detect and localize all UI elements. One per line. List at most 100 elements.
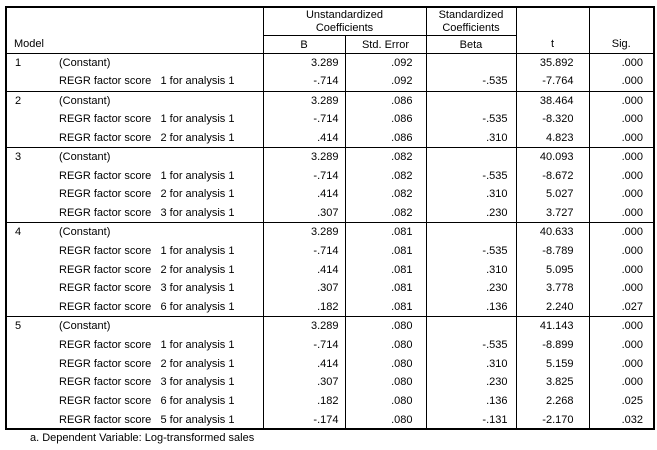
b-value-cell: -.714 [262,166,345,186]
model-group-5: 5 (Constant) 3.289.080 41.143.000 REGR facto… [6,316,654,430]
sig-value-cell: .000 [588,109,654,129]
model-number-cell: 3 [6,146,56,167]
sig-value-cell: .025 [588,391,654,411]
t-value-cell: -8.899 [515,335,589,355]
table-row: 5 (Constant) 3.289.080 41.143.000 [6,316,654,336]
sig-value-cell: .000 [588,128,654,148]
model-group-1: 1 (Constant) 3.289.092 35.892.000 REGR facto… [6,53,654,92]
std-error-value-cell: .086 [344,90,426,110]
t-value-cell: 3.778 [515,279,589,298]
model-number-cell: 2 [6,90,56,110]
std-error-value-cell: .080 [344,354,426,374]
predictor-label-cell: (Constant) [56,146,263,167]
table-row: REGR factor score 6 for analysis 1 .182 .0… [6,391,654,411]
sig-value-cell: .000 [588,316,654,336]
table-row: REGR factor score 6 for analysis 1.182.0… [6,297,654,317]
model-number-cell [6,204,56,223]
sig-value-cell: .000 [588,166,654,186]
b-value-cell: -.174 [262,410,345,430]
model-number-cell [6,185,56,204]
predictor-label-cell: REGR factor score 2 for analysis 1 [59,188,235,201]
b-value-cell: 3.289 [262,146,345,167]
beta-value-cell: .310 [425,260,516,280]
t-value-cell: 3.727 [515,203,589,223]
sig-value-cell: .000 [588,185,654,204]
table-row: 3 (Constant) 3.289.082 40.093.000 [6,146,654,167]
standardized-coefficients-label: Standardized Coefficients [438,8,504,34]
model-number-cell: 5 [6,316,56,336]
t-value-cell: 5.027 [515,185,589,204]
b-value-cell: -.714 [262,335,345,355]
predictor-label-cell: REGR factor score 6 for analysis 1 [59,395,235,408]
sig-value-cell: .000 [588,241,654,261]
table-row: REGR factor score 2 for analysis 1.414.0… [6,260,654,280]
beta-value-cell [425,90,516,110]
b-value-cell: .182 [262,391,345,411]
table-row: REGR factor score 3 for analysis 1.307.0… [6,279,654,298]
table-row: REGR factor score 2 for analysis 1.414.0… [6,185,654,204]
predictor-label-cell: REGR factor score 1 for analysis 1 [59,244,235,257]
model-number-cell [6,241,56,260]
sig-value-cell: .000 [588,354,654,374]
b-value-cell: 3.289 [262,53,345,73]
predictor-label-cell: (Constant) [56,222,263,242]
sig-value-cell: .000 [588,203,654,223]
std-error-value-cell: .081 [344,241,426,261]
beta-value-cell: .310 [425,185,516,204]
beta-value-cell: -.535 [425,335,516,355]
sig-value-cell: .000 [588,373,654,392]
t-value-cell: -8.789 [515,241,589,261]
beta-value-cell: -.535 [425,166,516,186]
column-header-model: Model [6,7,263,54]
model-number-cell: 4 [6,222,56,242]
t-value-cell: 40.633 [515,222,589,242]
beta-value-cell: .230 [425,373,516,392]
std-error-value-cell: .092 [344,72,426,92]
table-header: Model Unstandardized Coefficients Standa… [6,7,654,54]
predictor-label-cell: REGR factor score 3 for analysis 1 [59,376,235,389]
t-value-cell: 40.093 [515,146,589,167]
sig-value-cell: .000 [588,222,654,242]
model-number-cell [6,166,56,185]
std-error-value-cell: .080 [344,410,426,430]
beta-value-cell [425,316,516,336]
model-group-2: 2 (Constant) 3.289.086 38.464.000 REGR facto… [6,90,654,148]
std-error-value-cell: .080 [344,316,426,336]
table-row: REGR factor score 3 for analysis 1.307.0… [6,373,654,392]
predictor-label-cell: REGR factor score 3 for analysis 1 [59,207,235,220]
predictor-label-cell: REGR factor score 1 for analysis 1 [59,338,235,351]
std-error-value-cell: .082 [344,203,426,223]
beta-value-cell: .310 [425,128,516,148]
b-value-cell: -.714 [262,109,345,129]
b-value-cell: 3.289 [262,316,345,336]
predictor-label-cell: REGR factor score 6 for analysis 1 [59,301,235,313]
predictor-label-cell: REGR factor score 5 for analysis 1 [59,413,235,426]
beta-value-cell: .136 [425,391,516,411]
predictor-label-cell: REGR factor score 2 for analysis 1 [59,357,235,370]
table-row: REGR factor score 3 for analysis 1.307.0… [6,203,654,223]
beta-value-cell: .136 [425,297,516,317]
table-row: 2 (Constant) 3.289.086 38.464.000 [6,90,654,110]
model-number-cell [6,260,56,279]
beta-value-cell [425,146,516,167]
t-value-cell: -8.672 [515,166,589,186]
table-row: REGR factor score 1 for analysis 1 -.714.… [6,335,654,355]
sig-value-cell: .000 [588,260,654,280]
sig-value-cell: .000 [588,53,654,73]
std-error-value-cell: .082 [344,185,426,204]
beta-value-cell [425,222,516,242]
predictor-label-cell: REGR factor score 2 for analysis 1 [59,131,235,144]
sig-value-cell: .000 [588,335,654,355]
predictor-label-cell: (Constant) [56,316,263,336]
t-value-cell: 41.143 [515,316,589,336]
model-number-cell [6,335,56,354]
t-value-cell: 35.892 [515,53,589,73]
model-number-cell [6,110,56,129]
sig-value-cell: .000 [588,146,654,167]
predictor-label-cell: REGR factor score 1 for analysis 1 [59,169,235,182]
model-number-cell [6,354,56,373]
std-error-value-cell: .092 [344,53,426,73]
beta-value-cell: .230 [425,203,516,223]
std-error-value-cell: .080 [344,335,426,355]
